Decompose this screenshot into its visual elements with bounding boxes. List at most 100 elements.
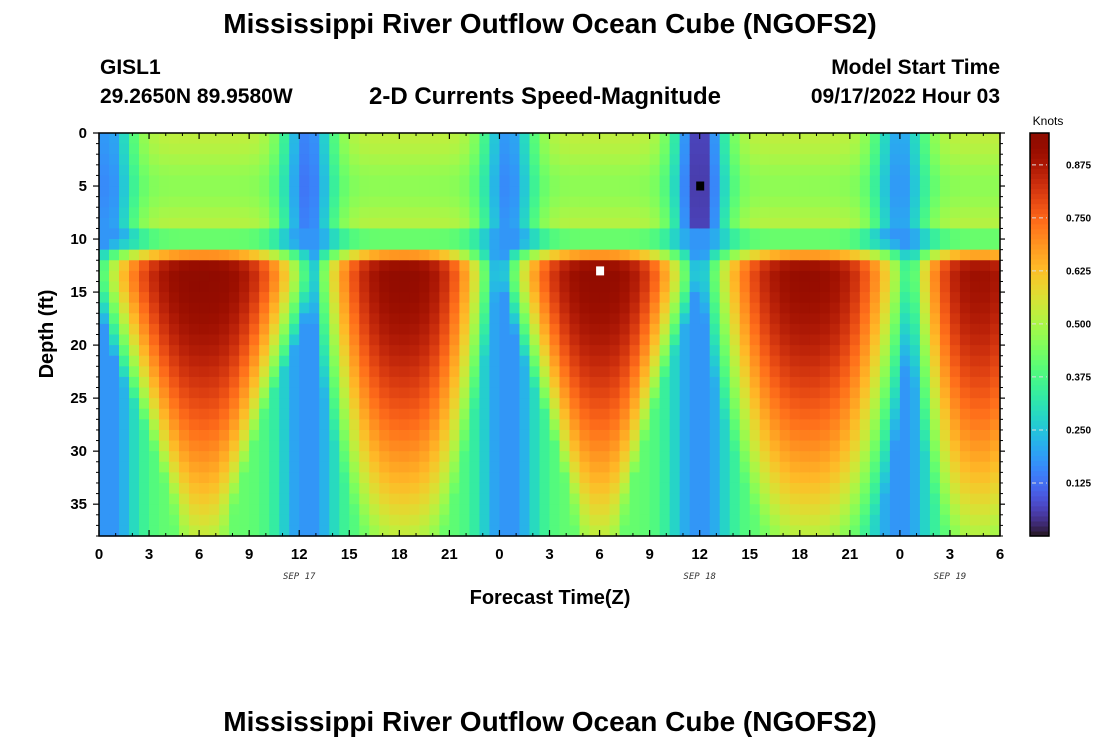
heatmap-cell (649, 345, 661, 357)
heatmap-cell (679, 186, 691, 198)
heatmap-cell (589, 514, 601, 526)
heatmap-cell (629, 164, 641, 177)
x-tick-label: 6 (996, 546, 1004, 563)
heatmap-cell (889, 281, 901, 293)
heatmap-cell (379, 334, 390, 346)
heatmap-cell (189, 514, 200, 526)
heatmap-cell (209, 355, 220, 367)
heatmap-cell (799, 472, 811, 484)
heatmap-cell (339, 260, 350, 272)
heatmap-cell (619, 313, 631, 325)
heatmap-cell (429, 525, 440, 537)
heatmap-cell (209, 366, 220, 378)
heatmap-cell (869, 440, 881, 452)
heatmap-cell (979, 355, 991, 367)
heatmap-cell (509, 217, 521, 230)
heatmap-cell (509, 164, 521, 177)
heatmap-cell (989, 514, 1001, 526)
heatmap-cell (709, 186, 721, 198)
heatmap-cell (859, 281, 871, 293)
heatmap-cell (249, 419, 260, 431)
heatmap-cell (749, 429, 761, 442)
heatmap-cell (299, 249, 310, 261)
heatmap-cell (789, 260, 801, 272)
heatmap-cell (259, 419, 270, 431)
heatmap-cell (839, 408, 851, 420)
heatmap-cell (849, 334, 861, 346)
heatmap-cell (209, 451, 220, 463)
heatmap-cell (449, 196, 460, 208)
heatmap-cell (629, 493, 641, 505)
heatmap-cell (969, 281, 981, 293)
heatmap-cell (749, 482, 761, 495)
heatmap-cell (669, 196, 681, 208)
heatmap-cell (609, 154, 621, 166)
heatmap-cell (179, 175, 190, 187)
heatmap-cell (639, 345, 651, 357)
heatmap-cell (699, 419, 711, 431)
heatmap-cell (779, 154, 791, 166)
heatmap-cell (729, 313, 741, 325)
heatmap-cell (749, 525, 761, 537)
heatmap-cell (809, 440, 821, 452)
heatmap-cell (939, 451, 951, 463)
heatmap-cell (949, 196, 961, 208)
x-tick-label: 15 (741, 546, 758, 563)
heatmap-cell (699, 387, 711, 399)
heatmap-cell (389, 260, 400, 272)
heatmap-cell (289, 451, 300, 463)
heatmap-cell (809, 504, 821, 516)
heatmap-cell (99, 472, 110, 484)
heatmap-cell (839, 133, 851, 145)
heatmap-cell (189, 313, 200, 325)
heatmap-cell (879, 376, 891, 389)
heatmap-cell (789, 239, 801, 251)
heatmap-cell (159, 482, 170, 495)
heatmap-cell (359, 429, 370, 442)
heatmap-cell (689, 345, 701, 357)
heatmap-cell (739, 355, 751, 367)
heatmap-cell (269, 493, 280, 505)
heatmap-cell (449, 525, 460, 537)
heatmap-cell (109, 143, 120, 155)
heatmap-cell (309, 239, 320, 251)
heatmap-cell (449, 228, 460, 240)
heatmap-cell (199, 514, 210, 526)
heatmap-cell (339, 228, 350, 240)
heatmap-cell (399, 482, 410, 495)
heatmap-cell (489, 175, 501, 187)
heatmap-cell (599, 525, 611, 537)
heatmap-cell (699, 440, 711, 452)
heatmap-cell (119, 292, 130, 304)
heatmap-cell (249, 239, 260, 251)
heatmap-cell (569, 239, 581, 251)
heatmap-cell (719, 260, 731, 272)
heatmap-cell (559, 186, 571, 198)
heatmap-cell (229, 302, 240, 314)
heatmap-cell (129, 239, 140, 251)
heatmap-cell (989, 376, 1001, 389)
heatmap-cell (569, 249, 581, 261)
heatmap-cell (479, 186, 491, 198)
heatmap-cell (329, 334, 340, 346)
heatmap-cell (909, 281, 921, 293)
heatmap-cell (719, 408, 731, 420)
heatmap-cell (169, 429, 180, 442)
heatmap-cell (309, 334, 320, 346)
heatmap-cell (469, 525, 481, 537)
heatmap-cell (299, 525, 310, 537)
heatmap-cell (109, 270, 120, 283)
colorbar-swatch (1030, 515, 1049, 522)
heatmap-cell (209, 186, 220, 198)
heatmap-cell (549, 355, 561, 367)
heatmap-cell (219, 270, 230, 283)
heatmap-cell (319, 366, 330, 378)
heatmap-cell (959, 207, 971, 219)
heatmap-cell (949, 239, 961, 251)
heatmap-cell (949, 376, 961, 389)
heatmap-cell (229, 154, 240, 166)
heatmap-cell (739, 451, 751, 463)
heatmap-cell (959, 419, 971, 431)
heatmap-cell (739, 260, 751, 272)
heatmap-cell (269, 525, 280, 537)
